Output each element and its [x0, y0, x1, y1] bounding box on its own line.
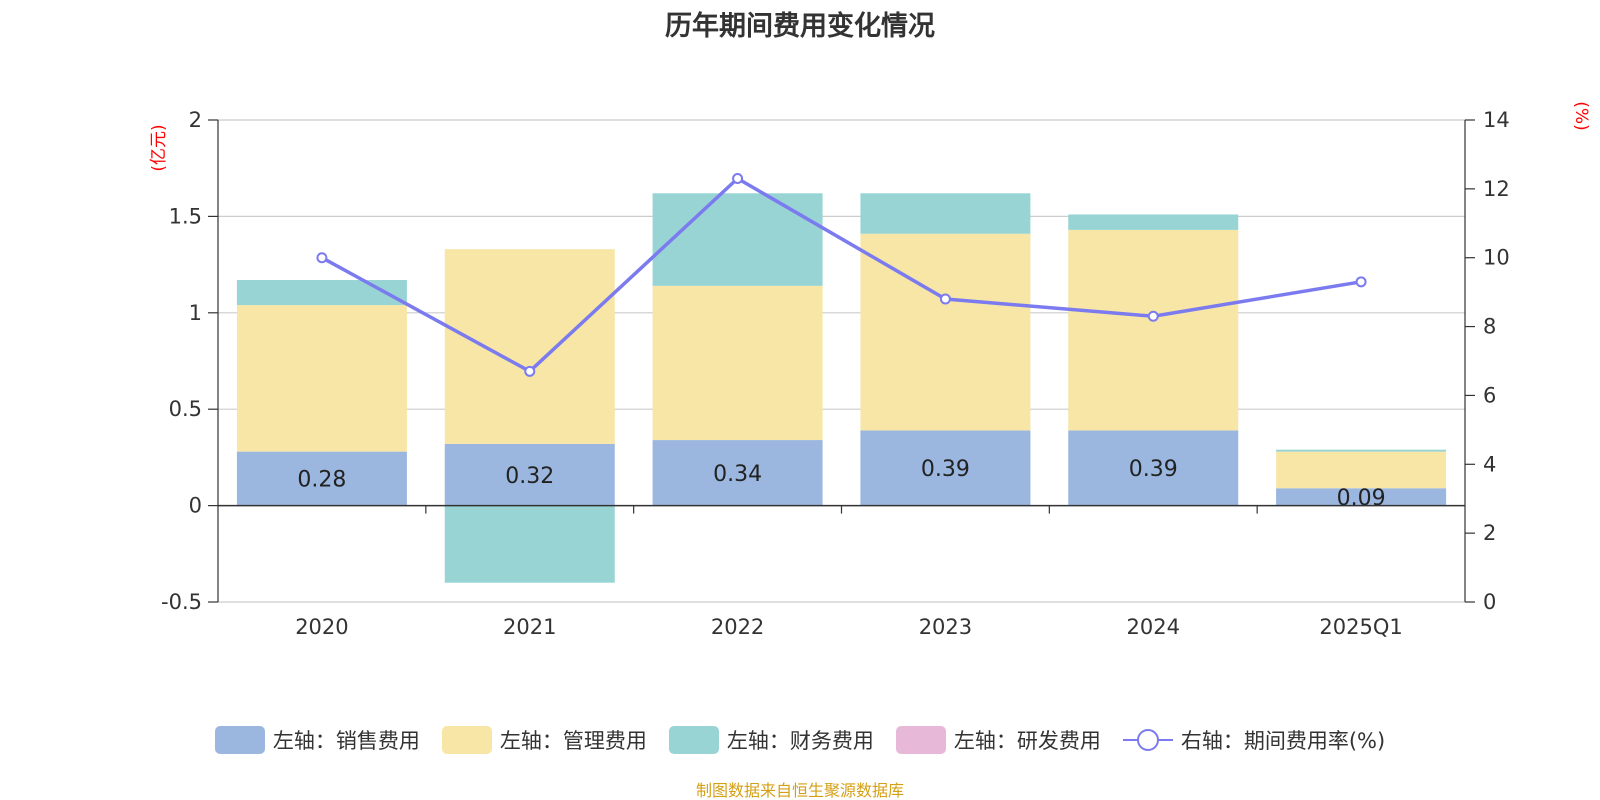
bar-sales: [1276, 488, 1447, 506]
source-footer: 制图数据来自恒生聚源数据库: [695, 781, 904, 800]
x-tick-label: 2025Q1: [1319, 615, 1402, 639]
right-tick-label: 12: [1483, 177, 1510, 201]
left-tick-label: 1: [189, 301, 202, 325]
x-tick-label: 2024: [1127, 615, 1180, 639]
chart-title: 历年期间费用变化情况: [665, 11, 935, 42]
bar-admin: [652, 285, 823, 441]
right-tick-label: 10: [1483, 246, 1510, 270]
line-marker-icon: [1122, 729, 1173, 751]
right-tick-label: 8: [1483, 315, 1496, 339]
bar-data-label: 0.34: [713, 462, 762, 487]
legend-item-sales[interactable]: 左轴：销售费用: [214, 725, 420, 755]
rate-point: [316, 252, 328, 264]
right-tick-label: 6: [1483, 383, 1496, 407]
bar-admin: [1276, 451, 1447, 489]
right-tick-label: 4: [1483, 452, 1496, 476]
bar-data-label: 0.39: [921, 457, 970, 482]
x-tick-label: 2022: [711, 615, 764, 639]
left-axis-unit: (亿元): [149, 124, 169, 171]
bar-data-label: 0.32: [505, 464, 554, 489]
rate-point: [1147, 310, 1159, 322]
x-tick-label: 2021: [503, 615, 556, 639]
bar-sales: [444, 443, 615, 506]
bar-sales: [860, 430, 1031, 506]
rate-point: [939, 293, 951, 305]
legend-label-rnd: 左轴：研发费用: [953, 729, 1101, 753]
legend-line-swatch: [1122, 726, 1173, 754]
legend: 左轴：销售费用 左轴：管理费用 左轴：财务费用 左轴：研发费用 右轴：期间费用率…: [0, 722, 1600, 758]
legend-label-sales: 左轴：销售费用: [272, 729, 420, 753]
legend-label-rate: 右轴：期间费用率(%): [1180, 729, 1386, 753]
bar-data-label: 0.39: [1129, 457, 1178, 482]
bar-finance: [444, 505, 615, 583]
legend-label-admin: 左轴：管理费用: [499, 729, 647, 753]
right-tick-label: 2: [1483, 521, 1496, 545]
chart-canvas: 2 1.5 1 0.5 0 -0.5 14 12 10 8 6 4 2 0 (亿元) (%) 0.28 2020 0…: [149, 101, 1591, 639]
right-tick-label: 14: [1483, 108, 1510, 132]
legend-item-rnd[interactable]: 左轴：研发费用: [895, 725, 1101, 755]
right-tick-label: 0: [1483, 590, 1496, 614]
bar-sales: [236, 451, 407, 506]
bar-data-label: 0.09: [1337, 486, 1386, 511]
legend-item-rate[interactable]: 右轴：期间费用率(%): [1122, 725, 1386, 755]
legend-item-finance[interactable]: 左轴：财务费用: [668, 725, 874, 755]
bar-data-label: 0.28: [297, 468, 346, 493]
bar-finance: [1068, 214, 1239, 230]
bar-admin: [236, 305, 407, 452]
bar-admin: [444, 249, 615, 444]
left-tick-label: 2: [189, 108, 202, 132]
legend-swatch-rnd: [895, 726, 946, 754]
left-tick-label: -0.5: [161, 590, 202, 614]
bar-finance: [652, 193, 823, 286]
x-tick-label: 2023: [919, 615, 972, 639]
legend-swatch-admin: [441, 726, 492, 754]
legend-item-admin[interactable]: 左轴：管理费用: [441, 725, 647, 755]
left-tick-label: 1.5: [169, 204, 202, 228]
rate-point: [524, 365, 536, 377]
left-tick-label: 0.5: [169, 397, 202, 421]
right-axis-unit: (%): [1571, 101, 1591, 130]
bar-admin: [1068, 229, 1239, 431]
legend-swatch-sales: [214, 726, 265, 754]
bar-finance: [236, 280, 407, 306]
bar-sales: [652, 440, 823, 506]
rate-point: [732, 173, 744, 185]
rate-point: [1355, 276, 1367, 288]
x-tick-label: 2020: [295, 615, 348, 639]
rate-line: [321, 176, 1362, 374]
bar-finance: [1276, 449, 1447, 452]
bar-sales: [1068, 430, 1239, 506]
legend-label-finance: 左轴：财务费用: [726, 729, 874, 753]
legend-swatch-finance: [668, 726, 719, 754]
bar-finance: [860, 193, 1031, 234]
left-tick-label: 0: [189, 494, 202, 518]
